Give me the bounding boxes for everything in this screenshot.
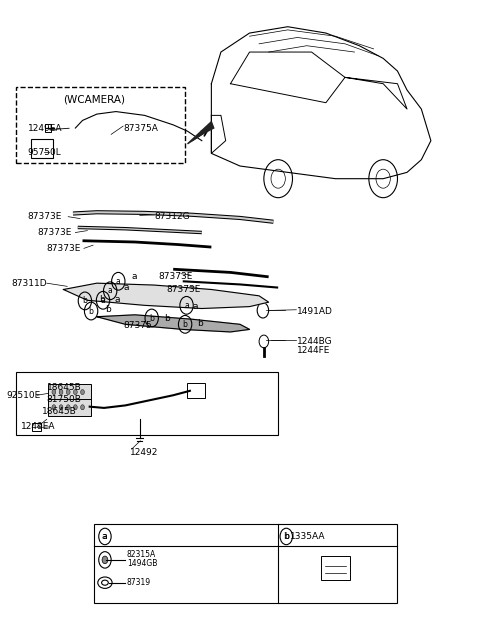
Text: 87375: 87375 — [123, 321, 152, 330]
Text: 12492: 12492 — [130, 448, 158, 457]
Text: 1335AA: 1335AA — [290, 532, 325, 541]
Text: a: a — [184, 301, 189, 310]
Text: b: b — [197, 319, 203, 328]
Text: b: b — [83, 296, 87, 305]
Text: a: a — [101, 296, 106, 305]
Polygon shape — [188, 121, 214, 144]
Text: a: a — [192, 302, 198, 311]
Text: 82315A: 82315A — [127, 550, 156, 559]
Text: 81750B: 81750B — [47, 394, 82, 404]
Polygon shape — [97, 315, 250, 332]
Text: b: b — [284, 532, 289, 541]
Text: 18645B: 18645B — [42, 407, 77, 416]
Text: b: b — [106, 305, 111, 314]
Circle shape — [52, 404, 56, 410]
Text: 92510E: 92510E — [6, 391, 40, 400]
Text: 1491AD: 1491AD — [297, 307, 333, 316]
Text: b: b — [283, 532, 288, 541]
Polygon shape — [63, 283, 269, 308]
Text: (WCAMERA): (WCAMERA) — [63, 95, 125, 104]
Circle shape — [52, 390, 56, 394]
Text: 95750L: 95750L — [28, 148, 61, 156]
Text: b: b — [89, 307, 94, 315]
Text: a: a — [123, 283, 129, 292]
Circle shape — [102, 556, 108, 563]
Circle shape — [81, 404, 84, 410]
Text: a: a — [115, 294, 120, 303]
Text: 18645B: 18645B — [47, 383, 82, 392]
Text: 87311D: 87311D — [11, 279, 47, 287]
Text: 87373E: 87373E — [47, 244, 81, 253]
Text: 1244BG: 1244BG — [297, 337, 333, 346]
Text: 1244FE: 1244FE — [297, 347, 331, 356]
Text: b: b — [164, 314, 169, 322]
Circle shape — [73, 404, 77, 410]
Text: a: a — [103, 532, 108, 541]
Text: a: a — [132, 272, 137, 281]
Text: a: a — [116, 277, 120, 286]
Text: b: b — [183, 320, 188, 329]
Text: 87373E: 87373E — [166, 285, 201, 294]
Circle shape — [59, 404, 63, 410]
Text: 87373E: 87373E — [37, 228, 72, 237]
Text: 87312G: 87312G — [154, 212, 190, 221]
Text: a: a — [102, 532, 107, 541]
Text: b: b — [99, 294, 105, 303]
Circle shape — [66, 390, 70, 394]
Text: 87319: 87319 — [127, 578, 151, 587]
Circle shape — [66, 404, 70, 410]
Text: 87373E: 87373E — [159, 272, 193, 281]
FancyBboxPatch shape — [48, 384, 91, 400]
Circle shape — [81, 390, 84, 394]
Text: 87373E: 87373E — [28, 212, 62, 221]
Text: b: b — [149, 314, 154, 322]
FancyBboxPatch shape — [48, 399, 91, 415]
Text: a: a — [108, 286, 113, 295]
Text: 87375A: 87375A — [123, 123, 158, 132]
Text: 1249EA: 1249EA — [28, 123, 62, 132]
Circle shape — [59, 390, 63, 394]
Text: 1249EA: 1249EA — [21, 422, 55, 431]
Circle shape — [73, 390, 77, 394]
Text: 1494GB: 1494GB — [127, 559, 157, 568]
